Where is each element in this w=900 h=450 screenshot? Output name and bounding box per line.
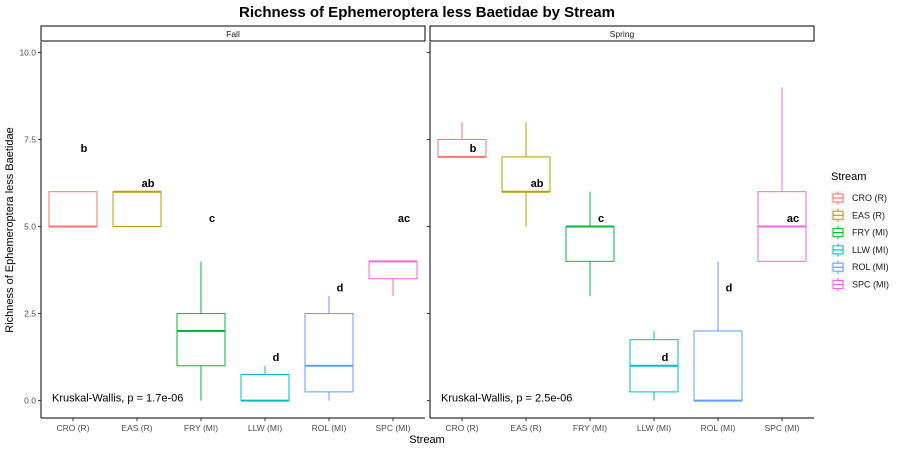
- legend-item: SPC (MI): [831, 277, 889, 292]
- legend-item: FRY (MI): [831, 225, 888, 240]
- legend-title: Stream: [831, 171, 866, 183]
- box-iqr: [48, 191, 98, 228]
- chart-title: Richness of Ephemeroptera less Baetidae …: [239, 4, 615, 21]
- x-tick-label: EAS (R): [121, 423, 152, 433]
- legend-label: FRY (MI): [852, 228, 888, 238]
- strip-label: Fall: [226, 29, 240, 39]
- y-tick-label: 0.0: [24, 396, 36, 406]
- box-eas: ab: [112, 178, 162, 228]
- x-tick-label: CRO (R): [445, 423, 478, 433]
- kruskal-wallis-label: Kruskal-Wallis, p = 2.5e-06: [441, 393, 572, 405]
- legend-label: ROL (MI): [852, 262, 889, 272]
- legend-item: EAS (R): [831, 208, 885, 223]
- box-spc: ac: [368, 213, 418, 297]
- box-iqr: [304, 313, 354, 393]
- y-tick-label: 2.5: [24, 309, 36, 319]
- legend-item: ROL (MI): [831, 260, 889, 275]
- significance-letter: d: [726, 282, 733, 294]
- y-tick-label: 5.0: [24, 222, 36, 232]
- significance-letter: d: [273, 352, 280, 364]
- x-tick-label: CRO (R): [56, 423, 89, 433]
- x-tick-label: SPC (MI): [765, 423, 800, 433]
- box-iqr: [240, 373, 290, 402]
- x-tick-label: ROL (MI): [312, 423, 347, 433]
- box-iqr: [368, 260, 418, 280]
- strip-fall: [40, 25, 426, 42]
- box-rol: d: [693, 261, 743, 402]
- x-tick-label: FRY (MI): [184, 423, 218, 433]
- box-llw: d: [629, 330, 679, 401]
- box-spc: ac: [757, 87, 807, 262]
- y-tick-label: 7.5: [24, 134, 36, 144]
- y-axis-title: Richness of Ephemeroptera less Baetidae: [4, 127, 16, 332]
- box-iqr: [693, 330, 743, 402]
- legend: Stream CRO (R) EAS (R) FRY (MI) LLW (MI) ROL …: [831, 171, 889, 292]
- x-tick-label: ROL (MI): [701, 423, 736, 433]
- significance-letter: ab: [531, 178, 544, 190]
- x-tick-label: LLW (MI): [248, 423, 282, 433]
- x-tick-label: LLW (MI): [637, 423, 671, 433]
- significance-letter: c: [598, 213, 604, 225]
- significance-letter: ac: [398, 213, 410, 225]
- legend-item: CRO (R): [831, 191, 887, 205]
- legend-item: LLW (MI): [831, 242, 888, 257]
- facet-panels: Fall 0.0 2.5 5.0 7.5 10.0 CRO (R) EAS (R) FRY (M…: [19, 25, 815, 433]
- x-axis-title: Stream: [409, 434, 444, 446]
- x-tick-label: SPC (MI): [376, 423, 411, 433]
- box-iqr: [565, 226, 615, 262]
- box-rol: d: [304, 282, 354, 401]
- strip-label: Spring: [610, 29, 635, 39]
- kruskal-wallis-label: Kruskal-Wallis, p = 1.7e-06: [52, 393, 183, 405]
- box-fry: c: [565, 191, 615, 297]
- box-eas: ab: [501, 122, 551, 227]
- significance-letter: b: [470, 143, 477, 155]
- strip-spring: [429, 25, 815, 42]
- significance-letter: d: [662, 352, 669, 364]
- box-iqr: [112, 191, 162, 228]
- significance-letter: ac: [787, 213, 799, 225]
- x-tick-label: FRY (MI): [573, 423, 607, 433]
- box-cro: b: [437, 122, 487, 158]
- box-iqr: [437, 138, 487, 158]
- x-tick-label: EAS (R): [510, 423, 541, 433]
- legend-label: LLW (MI): [852, 245, 888, 255]
- facet-panel-spring: Spring CRO (R) EAS (R) FRY (MI) LLW (MI) ROL …: [427, 25, 815, 433]
- box-cro: b: [48, 143, 98, 228]
- box-llw: d: [240, 352, 290, 402]
- significance-letter: b: [81, 143, 88, 155]
- facet-panel-fall: Fall 0.0 2.5 5.0 7.5 10.0 CRO (R) EAS (R) FRY (M…: [19, 25, 426, 433]
- box-iqr: [176, 313, 226, 367]
- significance-letter: ab: [142, 178, 155, 190]
- significance-letter: c: [209, 213, 215, 225]
- y-tick-label: 10.0: [19, 47, 36, 57]
- significance-letter: d: [337, 282, 344, 294]
- legend-label: EAS (R): [852, 210, 885, 220]
- legend-label: SPC (MI): [852, 280, 889, 290]
- legend-label: CRO (R): [852, 193, 887, 203]
- box-fry: c: [176, 213, 226, 401]
